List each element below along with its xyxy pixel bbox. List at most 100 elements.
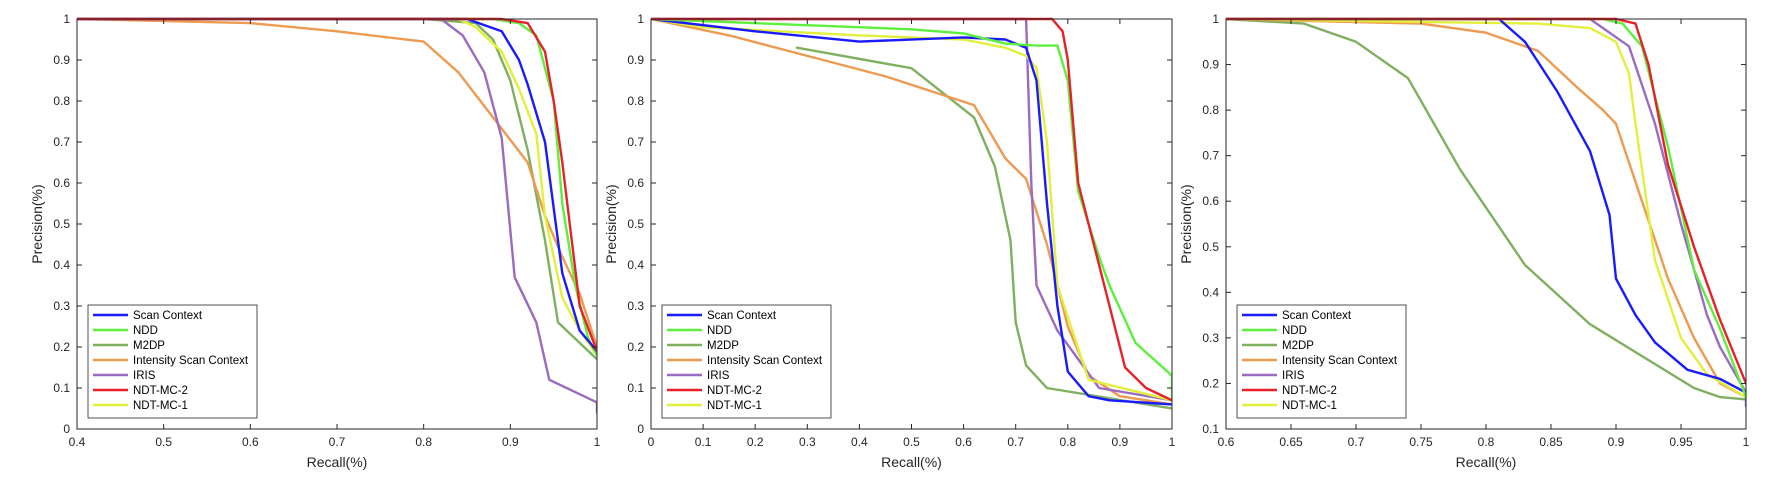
legend-label: IRIS [1282, 370, 1305, 382]
y-tick-label: 0.3 [1202, 331, 1219, 345]
x-tick-label: 0.9 [1608, 435, 1625, 449]
x-tick-label: 0.75 [1409, 435, 1433, 449]
y-tick-label: 0.2 [1202, 376, 1219, 390]
x-tick-label: 0.3 [799, 435, 816, 449]
legend: Scan Context NDD M2DP Intensity Scan Contex… [661, 304, 832, 419]
legend-label: NDD [1282, 325, 1307, 337]
legend-label: Scan Context [133, 310, 203, 322]
x-tick-label: 0.7 [1348, 435, 1365, 449]
series-line-scan-context [651, 17, 1172, 406]
y-tick-label: 0.4 [1202, 285, 1219, 299]
series-line-intensity-scan-context [77, 17, 597, 349]
y-tick-label: 0.8 [1202, 103, 1219, 117]
legend-label: IRIS [133, 370, 156, 382]
series-line-m2dp [795, 46, 1172, 410]
legend-label: NDT-MC-2 [707, 385, 762, 397]
y-axis-label: Precision(%) [29, 184, 45, 263]
y-tick-label: 0.1 [1202, 422, 1219, 436]
legend-label: M2DP [1282, 340, 1314, 352]
x-tick-label: 0.65 [1279, 435, 1303, 449]
x-tick-label: 1 [594, 435, 601, 449]
legend-label: NDD [707, 325, 732, 337]
y-tick-label: 1 [63, 12, 70, 26]
series-line-ndt-mc-1 [651, 17, 1172, 402]
y-tick-label: 0.2 [53, 340, 70, 354]
chart-panel-3: 0.6 0.65 0.7 0.75 0.8 0.85 0.9 0.95 1 0.1 0.2 0.3 0.… [1178, 12, 1750, 470]
y-tick-label: 1 [637, 12, 644, 26]
x-axis-label: Recall(%) [307, 454, 368, 470]
legend-label: NDD [133, 325, 158, 337]
series-line-ndt-mc-1 [1226, 17, 1746, 399]
legend-label: Scan Context [1282, 310, 1352, 322]
chart-panel-2: 0 0.1 0.2 0.3 0.4 0.5 0.6 0.7 0.8 0.9 1 0 0.1 0.2 0.3 0… [603, 12, 1176, 470]
series-line-intensity-scan-context [1226, 17, 1746, 399]
series-group [1226, 17, 1746, 408]
series-group [77, 17, 597, 414]
x-tick-label: 0.85 [1539, 435, 1563, 449]
x-tick-label: 0.4 [851, 435, 868, 449]
legend-label: Intensity Scan Context [133, 355, 249, 367]
y-axis-label: Precision(%) [603, 184, 619, 263]
y-axis-label: Precision(%) [1178, 184, 1194, 263]
x-tick-label: 0.7 [329, 435, 346, 449]
y-tick-label: 0.1 [627, 381, 644, 395]
y-tick-label: 0.2 [627, 340, 644, 354]
legend-box [661, 304, 832, 419]
x-axis-label: Recall(%) [881, 454, 942, 470]
legend-label: M2DP [133, 340, 165, 352]
series-line-ndt-mc-2 [1226, 17, 1746, 385]
chart-panel-1: 0.4 0.5 0.6 0.7 0.8 0.9 1 0 0.1 0.2 0.3 0.4 0.5 0.6 0.… [29, 12, 601, 470]
x-tick-label: 0.8 [415, 435, 432, 449]
y-tick-label: 0.9 [627, 53, 644, 67]
x-tick-label: 1 [1743, 435, 1750, 449]
y-tick-label: 0.7 [1202, 149, 1219, 163]
legend-label: NDT-MC-1 [1282, 400, 1337, 412]
x-tick-label: 0.8 [1059, 435, 1076, 449]
legend: Scan Context NDD M2DP Intensity Scan Contex… [1236, 304, 1407, 419]
legend: Scan Context NDD M2DP Intensity Scan Contex… [87, 304, 258, 419]
y-tick-label: 0 [637, 422, 644, 436]
series-line-iris [77, 17, 597, 414]
x-tick-label: 0.5 [155, 435, 172, 449]
y-tick-label: 0.7 [53, 135, 70, 149]
x-tick-label: 0.6 [1218, 435, 1235, 449]
y-tick-label: 0.6 [53, 176, 70, 190]
x-tick-label: 0.4 [69, 435, 86, 449]
x-tick-label: 1 [1169, 435, 1176, 449]
x-tick-label: 0.9 [1112, 435, 1129, 449]
y-tick-label: 0.3 [53, 299, 70, 313]
x-axis-label: Recall(%) [1456, 454, 1517, 470]
y-tick-label: 0.8 [53, 94, 70, 108]
x-tick-label: 0.6 [955, 435, 972, 449]
legend-label: NDT-MC-2 [133, 385, 188, 397]
y-tick-label: 0.5 [627, 217, 644, 231]
y-tick-label: 0.4 [53, 258, 70, 272]
legend-label: NDT-MC-2 [1282, 385, 1337, 397]
x-tick-label: 0.6 [242, 435, 259, 449]
legend-label: Intensity Scan Context [707, 355, 823, 367]
y-tick-label: 0.8 [627, 94, 644, 108]
legend-label: IRIS [707, 370, 730, 382]
legend-box [1236, 304, 1407, 419]
legend-label: M2DP [707, 340, 739, 352]
y-tick-label: 0.6 [1202, 194, 1219, 208]
x-tick-label: 0.9 [502, 435, 519, 449]
x-tick-label: 0.2 [747, 435, 764, 449]
x-tick-label: 0.5 [903, 435, 920, 449]
y-tick-label: 1 [1212, 12, 1219, 26]
legend-label: NDT-MC-1 [133, 400, 188, 412]
y-tick-label: 0.3 [627, 299, 644, 313]
series-line-ndt-mc-2 [651, 17, 1172, 402]
x-tick-label: 0 [648, 435, 655, 449]
y-tick-label: 0.5 [1202, 240, 1219, 254]
series-line-ndt-mc-1 [77, 17, 597, 357]
series-line-ndd [651, 17, 1172, 402]
y-tick-label: 0.1 [53, 381, 70, 395]
y-tick-label: 0.9 [1202, 58, 1219, 72]
legend-box [87, 304, 258, 419]
legend-label: NDT-MC-1 [707, 400, 762, 412]
series-line-scan-context [1226, 17, 1746, 394]
y-tick-label: 0 [63, 422, 70, 436]
series-line-m2dp [77, 17, 597, 361]
